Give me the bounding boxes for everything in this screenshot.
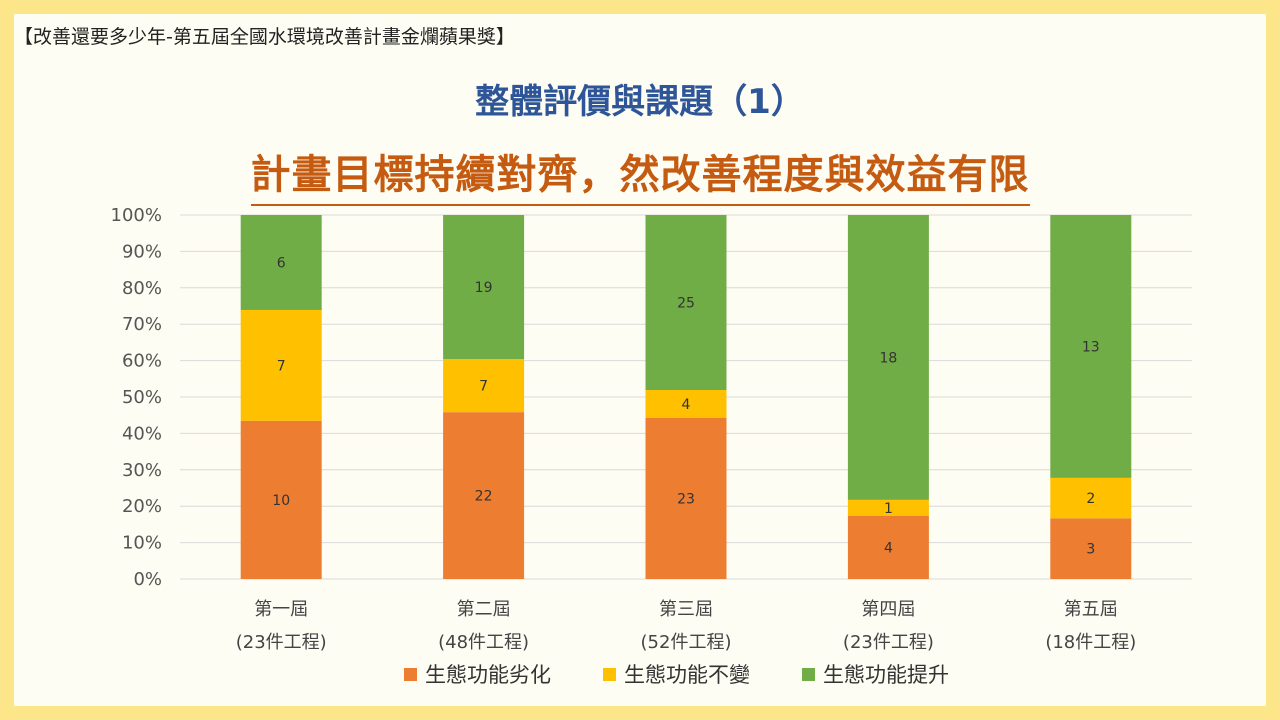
data-label: 7 — [277, 358, 286, 374]
x-category-label: 第二屆 — [457, 599, 511, 620]
x-category-sublabel: (23件工程) — [236, 632, 327, 653]
x-category-label: 第一屆 — [254, 599, 308, 620]
bar-segment — [645, 390, 727, 418]
page-title: 整體評價與課題（1） — [475, 82, 805, 122]
y-tick-label: 70% — [122, 314, 162, 335]
data-label: 19 — [475, 280, 493, 296]
data-label: 1 — [884, 501, 893, 517]
data-label: 4 — [682, 397, 691, 413]
data-label: 13 — [1082, 339, 1100, 355]
data-label: 6 — [277, 255, 286, 271]
y-tick-label: 20% — [122, 496, 162, 517]
bar-segment — [1050, 477, 1132, 519]
x-category-sublabel: (52件工程) — [641, 632, 732, 653]
y-tick-label: 100% — [111, 205, 162, 226]
x-category-label: 第三屆 — [659, 599, 713, 620]
y-tick-label: 60% — [122, 351, 162, 372]
bar-segment — [847, 515, 929, 579]
data-label: 4 — [884, 540, 893, 556]
legend-label: 生態功能不變 — [624, 663, 750, 687]
data-label: 18 — [879, 350, 897, 366]
bar-segment — [443, 215, 525, 360]
data-label: 7 — [479, 379, 488, 395]
legend-swatch — [603, 668, 616, 681]
data-label: 3 — [1086, 542, 1095, 558]
bar-segment — [240, 420, 322, 579]
page-subtitle: 計畫目標持續對齊，然改善程度與效益有限 — [250, 142, 1030, 206]
bar-segment — [1050, 215, 1132, 478]
data-label: 10 — [272, 493, 290, 509]
data-label: 22 — [475, 489, 493, 505]
y-tick-label: 40% — [122, 423, 162, 444]
y-tick-label: 30% — [122, 460, 162, 481]
legend-swatch — [404, 668, 417, 681]
y-tick-label: 0% — [133, 569, 162, 590]
legend-label: 生態功能提升 — [823, 663, 949, 687]
y-tick-label: 50% — [122, 387, 162, 408]
x-category-sublabel: (23件工程) — [843, 632, 934, 653]
bar-segment — [847, 215, 929, 500]
x-category-sublabel: (48件工程) — [438, 632, 529, 653]
y-tick-label: 10% — [122, 533, 162, 554]
y-tick-label: 80% — [122, 278, 162, 299]
bar-segment — [645, 418, 727, 579]
x-category-label: 第四屆 — [861, 599, 915, 620]
data-label: 23 — [677, 492, 695, 508]
bar-segment — [240, 309, 322, 421]
legend-label: 生態功能劣化 — [425, 663, 551, 687]
data-label: 2 — [1086, 491, 1095, 507]
bar-segment — [443, 359, 525, 413]
bar-segment — [645, 215, 727, 390]
legend-swatch — [802, 668, 815, 681]
y-tick-label: 90% — [122, 241, 162, 262]
bar-segment — [443, 412, 525, 579]
bar-segment — [240, 215, 322, 310]
x-category-sublabel: (18件工程) — [1045, 632, 1136, 653]
x-category-label: 第五屆 — [1064, 599, 1118, 620]
subtitle-wrap: 計畫目標持續對齊，然改善程度與效益有限 — [0, 142, 1280, 206]
award-title: 【改善還要多少年-第五屆全國水環境改善計畫金爛蘋果獎】 — [14, 26, 515, 48]
data-label: 25 — [677, 296, 695, 312]
bar-segment — [847, 499, 929, 516]
bar-segment — [1050, 518, 1132, 579]
